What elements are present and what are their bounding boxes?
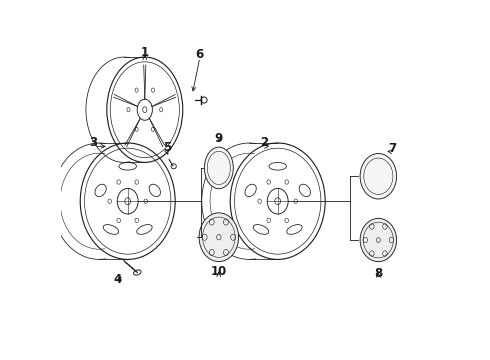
Text: 10: 10 xyxy=(211,265,227,278)
Text: 7: 7 xyxy=(389,142,396,155)
Text: 9: 9 xyxy=(215,131,223,144)
Text: 1: 1 xyxy=(141,46,149,59)
Text: 6: 6 xyxy=(196,48,204,61)
Ellipse shape xyxy=(360,153,396,199)
Text: 3: 3 xyxy=(90,136,98,149)
Text: 8: 8 xyxy=(374,267,383,280)
Text: 5: 5 xyxy=(163,141,171,154)
Text: 4: 4 xyxy=(113,273,122,286)
Ellipse shape xyxy=(199,213,239,262)
Ellipse shape xyxy=(204,147,233,189)
Ellipse shape xyxy=(360,219,396,262)
Text: 2: 2 xyxy=(260,136,269,149)
